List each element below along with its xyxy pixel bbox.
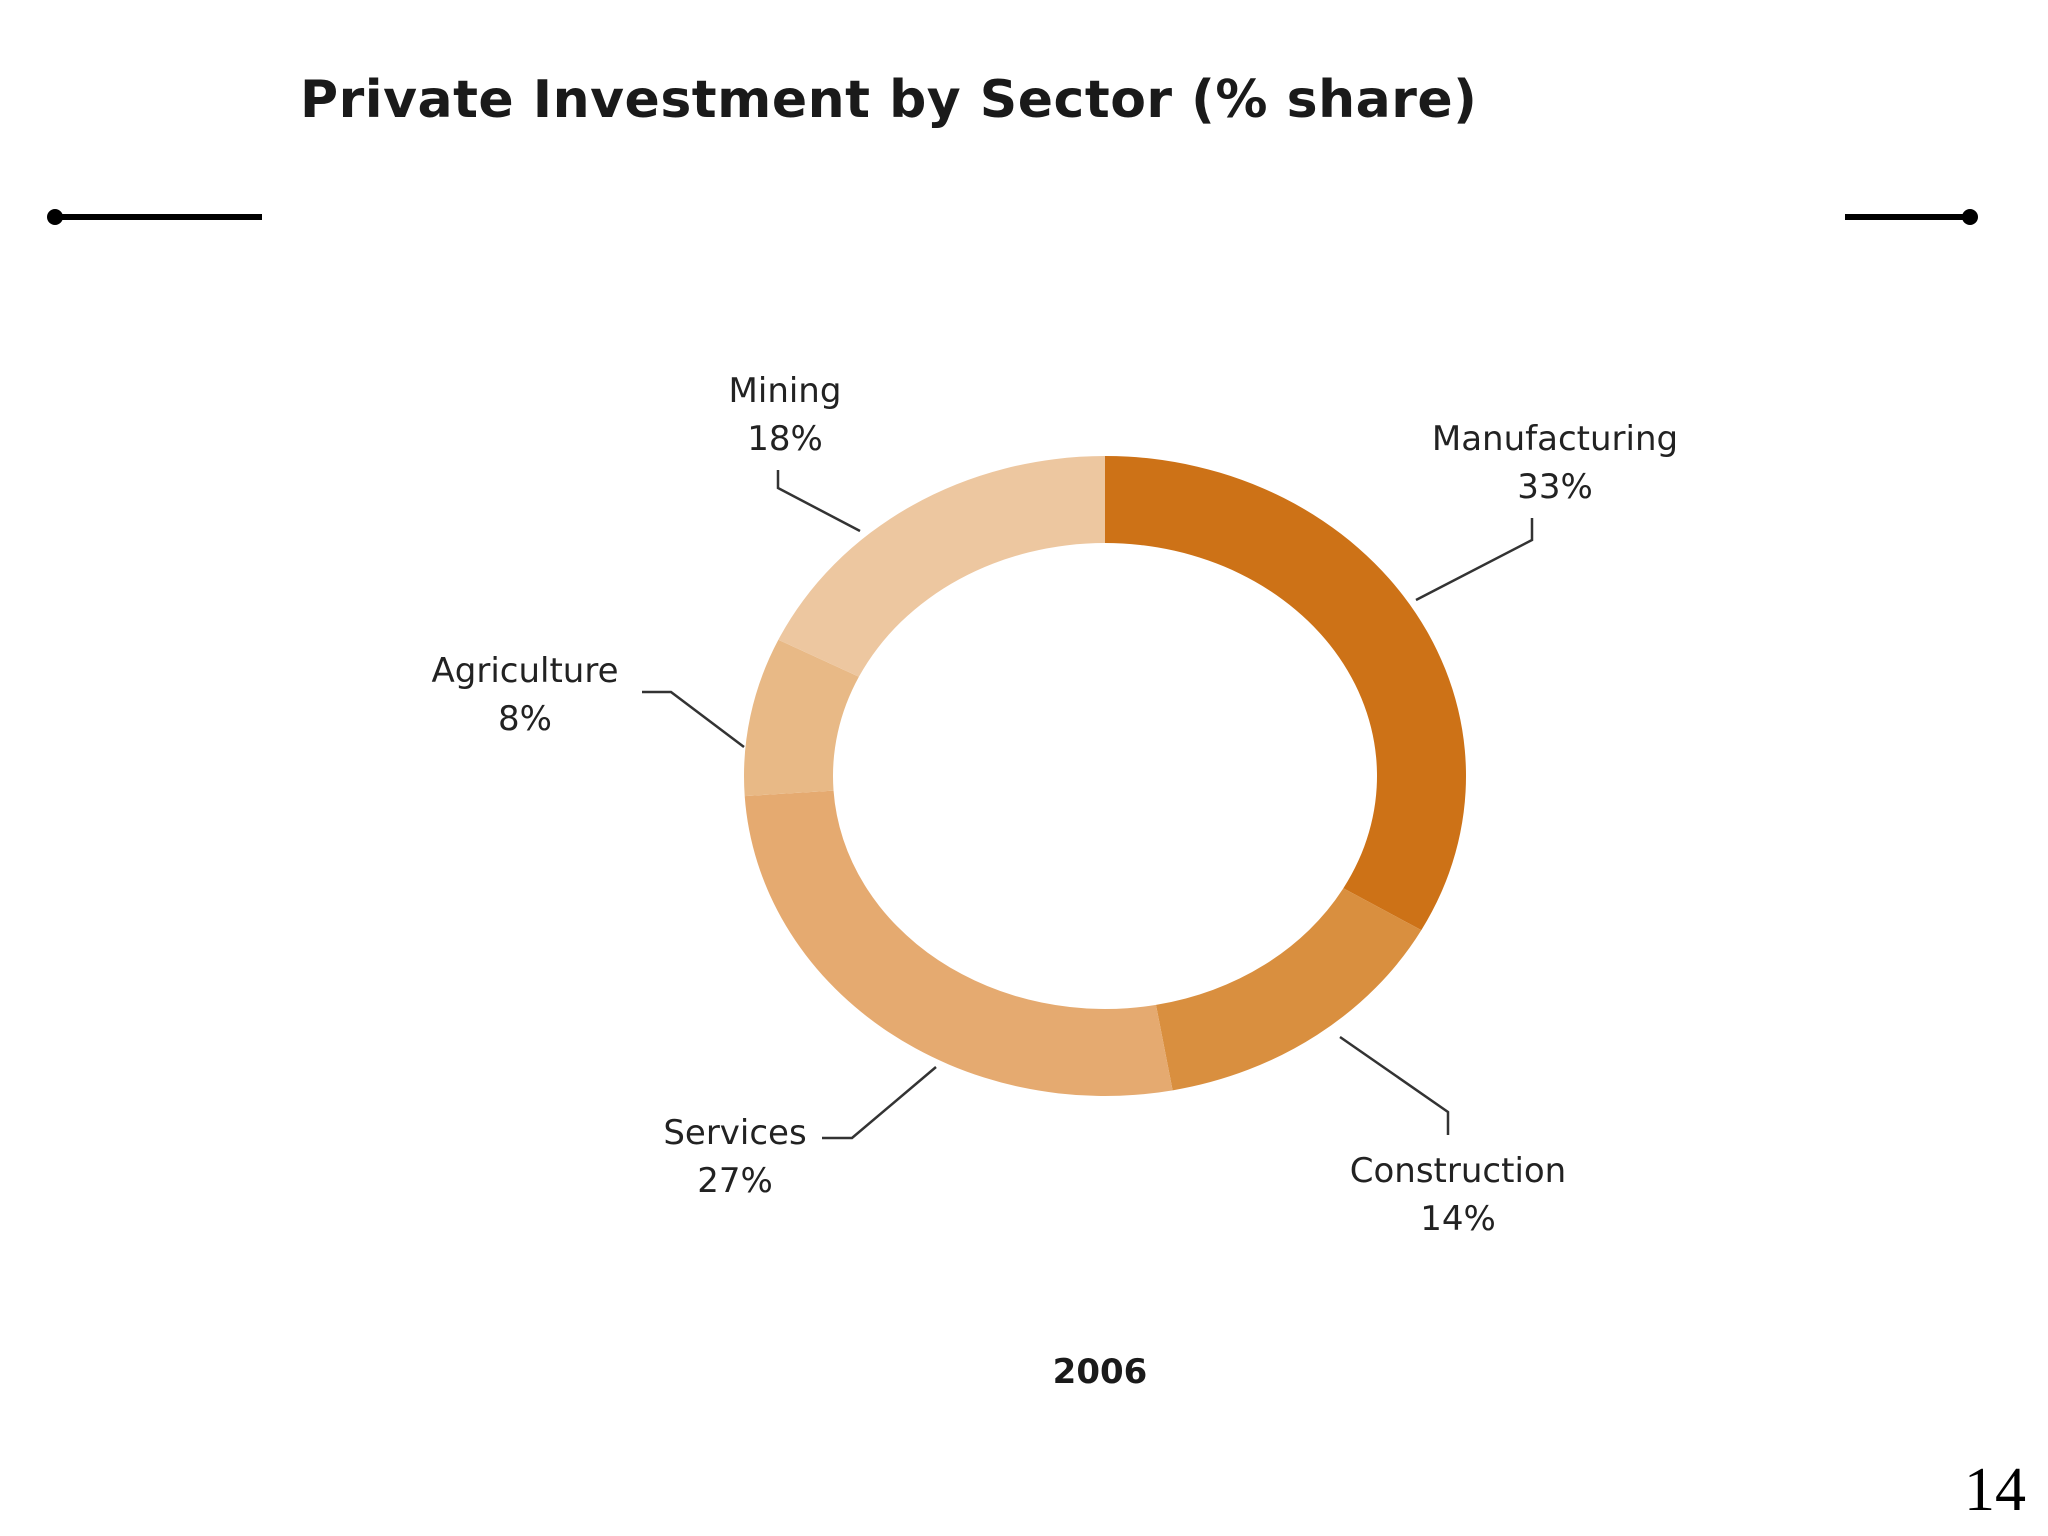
label-value-services: 27% <box>697 1161 773 1201</box>
slice-agriculture <box>744 639 859 797</box>
label-value-agriculture: 8% <box>498 699 552 739</box>
leader-line-services <box>822 1066 937 1140</box>
slice-labels: Manufacturing 33% Construction 14% Services 2… <box>432 371 1679 1239</box>
label-value-construction: 14% <box>1420 1199 1496 1239</box>
label-name-services: Services <box>663 1113 806 1153</box>
leader-lines <box>642 470 1534 1140</box>
label-name-agriculture: Agriculture <box>432 651 619 691</box>
label-value-mining: 18% <box>747 419 823 459</box>
left-rule-dot <box>47 209 63 225</box>
label-name-mining: Mining <box>729 371 842 411</box>
slice-manufacturing <box>1105 456 1467 931</box>
slice-services <box>744 790 1173 1096</box>
donut-slices <box>744 456 1467 1096</box>
slice-mining <box>778 456 1105 677</box>
chart-title: Private Investment by Sector (% share) <box>300 70 1478 130</box>
label-name-manufacturing: Manufacturing <box>1432 419 1678 459</box>
label-value-manufacturing: 33% <box>1517 467 1593 507</box>
label-name-construction: Construction <box>1350 1151 1566 1191</box>
leader-line-manufacturing <box>1415 518 1534 602</box>
slice-construction <box>1155 888 1422 1091</box>
decorative-rules <box>47 209 1978 225</box>
leader-line-construction <box>1339 1035 1450 1135</box>
chart-year-label: 2006 <box>1052 1352 1148 1392</box>
leader-line-agriculture <box>642 690 745 748</box>
leader-line-mining <box>776 470 861 533</box>
page-number: 14 <box>1964 1456 2026 1524</box>
right-rule-dot <box>1962 209 1978 225</box>
